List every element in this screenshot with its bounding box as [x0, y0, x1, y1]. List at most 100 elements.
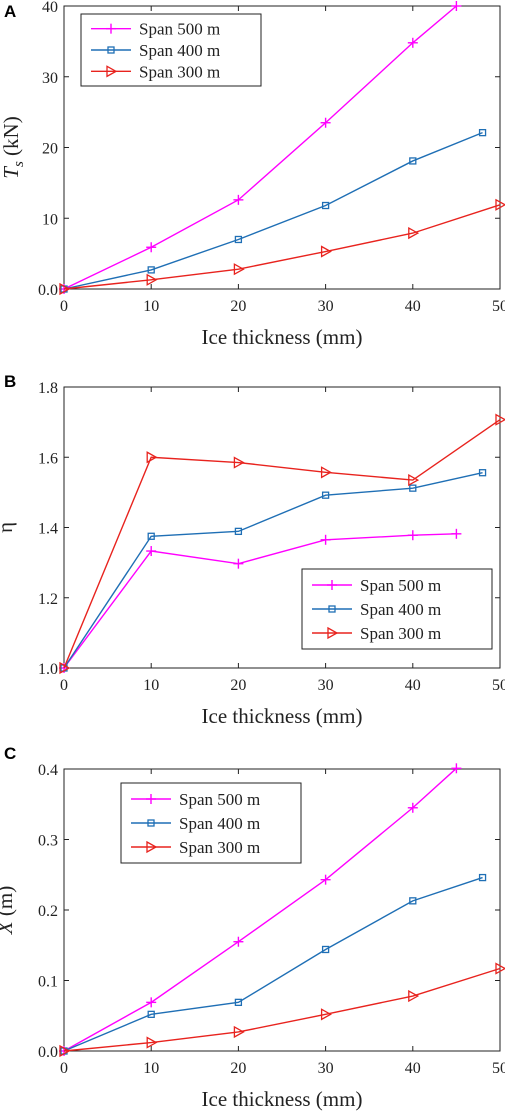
legend-marker	[106, 65, 118, 78]
panel-label: B	[4, 372, 17, 391]
y-axis-label-symbol: X	[0, 920, 17, 935]
data-point	[233, 456, 245, 469]
legend: Span 500 m Span 400 m Span 300 m	[120, 782, 302, 864]
data-point	[409, 484, 417, 492]
y-tick-label: 0.4	[38, 762, 58, 779]
x-tick-label: 20	[230, 298, 246, 315]
data-point	[409, 157, 417, 165]
data-point	[146, 273, 158, 286]
data-point	[407, 530, 418, 541]
data-point	[320, 245, 332, 258]
x-tick-label: 20	[230, 1060, 246, 1077]
data-point	[409, 897, 417, 905]
y-tick-label: 1.2	[38, 591, 58, 608]
x-tick-label: 30	[318, 298, 334, 315]
legend-label: Span 400 m	[139, 41, 220, 60]
data-point	[146, 546, 157, 557]
panel-label: C	[4, 744, 17, 763]
data-point	[451, 528, 462, 539]
legend-item: Span 300 m	[131, 838, 260, 857]
legend-item: Span 500 m	[312, 576, 441, 595]
x-axis-label: Ice thickness (mm)	[202, 1087, 363, 1111]
legend: Span 500 m Span 400 m Span 300 m	[301, 568, 493, 650]
y-axis-label-unit: (m)	[0, 886, 17, 922]
panel-c: C 0 10 20 30 40 50 0.0 0.1 0.2 0.3 0.4 Ice thicknes…	[0, 742, 505, 1115]
data-point	[233, 263, 245, 276]
data-point	[146, 1036, 158, 1049]
data-point	[320, 117, 331, 128]
series-line	[63, 131, 483, 290]
data-point	[59, 282, 71, 296]
panel-b: B 0 10 20 30 40 50 1.0 1.2 1.4 1.6 1.8 Ice thicknes…	[0, 370, 505, 742]
legend-label: Span 400 m	[179, 814, 260, 833]
y-tick-label: 20	[42, 141, 58, 158]
x-tick-label: 0	[60, 298, 68, 315]
data-point	[320, 874, 331, 885]
data-point	[408, 227, 420, 240]
x-tick-label: 10	[143, 298, 159, 315]
legend-marker	[146, 794, 156, 804]
series-line	[63, 967, 501, 1052]
y-axis-label-unit: (kN)	[0, 116, 23, 161]
legend-marker	[147, 819, 155, 827]
series-triangle-right	[59, 413, 505, 675]
data-point	[408, 989, 420, 1003]
legend-item: Span 400 m	[91, 41, 220, 60]
series-line	[63, 472, 483, 669]
legend-item: Span 500 m	[131, 790, 260, 809]
series-line	[63, 533, 457, 669]
data-point	[321, 491, 330, 499]
x-tick-label: 40	[405, 677, 421, 694]
x-tick-label: 40	[405, 1060, 421, 1077]
series-line	[63, 5, 457, 290]
panel-label: A	[4, 2, 17, 21]
data-point	[147, 532, 155, 540]
series-square	[60, 873, 487, 1055]
data-point	[407, 37, 418, 48]
series-line	[63, 419, 501, 669]
panel-a: A 0 10 20 30 40 50 0.0 10 20 30 40 Ice thickness (m…	[0, 0, 505, 370]
data-point	[320, 466, 332, 479]
data-point	[59, 1044, 71, 1058]
y-tick-label: 1.4	[38, 521, 58, 538]
series-line	[63, 767, 457, 1052]
x-axis-label: Ice thickness (mm)	[202, 325, 363, 349]
y-tick-label: 0.0	[38, 1044, 58, 1061]
data-point	[59, 661, 71, 675]
y-tick-label: 1.6	[38, 450, 58, 467]
legend-label: Span 300 m	[360, 624, 441, 643]
data-point	[495, 198, 505, 211]
legend-item: Span 300 m	[91, 62, 220, 81]
legend-label: Span 300 m	[179, 838, 260, 857]
data-point	[478, 873, 487, 882]
data-point	[234, 235, 243, 244]
y-tick-label: 40	[42, 0, 58, 16]
data-point	[233, 194, 244, 205]
chart-c: 0 10 20 30 40 50 0.0 0.1 0.2 0.3 0.4 Ice thickness …	[0, 762, 505, 1111]
x-tick-label: 50	[492, 677, 505, 694]
x-tick-label: 40	[405, 298, 421, 315]
data-point	[478, 128, 487, 137]
legend-label: Span 400 m	[360, 600, 441, 619]
series-triangle-right	[59, 962, 505, 1058]
data-point	[320, 1008, 332, 1021]
x-tick-label: 0	[60, 677, 68, 694]
legend-marker	[327, 580, 337, 590]
x-tick-label: 20	[230, 677, 246, 694]
legend-marker	[106, 23, 116, 34]
legend-label: Span 500 m	[360, 576, 441, 595]
y-axis-label-symbol: η	[0, 522, 17, 533]
chart-b: 0 10 20 30 40 50 1.0 1.2 1.4 1.6 1.8 Ice thickness …	[0, 380, 505, 728]
series-line	[63, 204, 501, 290]
data-point	[234, 527, 243, 536]
y-tick-label: 0.3	[38, 833, 58, 850]
series-line	[63, 876, 483, 1052]
data-point	[147, 1010, 155, 1018]
data-point	[233, 936, 244, 947]
data-point	[146, 997, 157, 1008]
data-point	[147, 266, 155, 274]
y-tick-label: 1.0	[38, 661, 58, 678]
x-tick-label: 30	[318, 677, 334, 694]
y-tick-label: 0.0	[38, 282, 58, 299]
y-axis-label: Ts (kN)	[0, 116, 27, 178]
